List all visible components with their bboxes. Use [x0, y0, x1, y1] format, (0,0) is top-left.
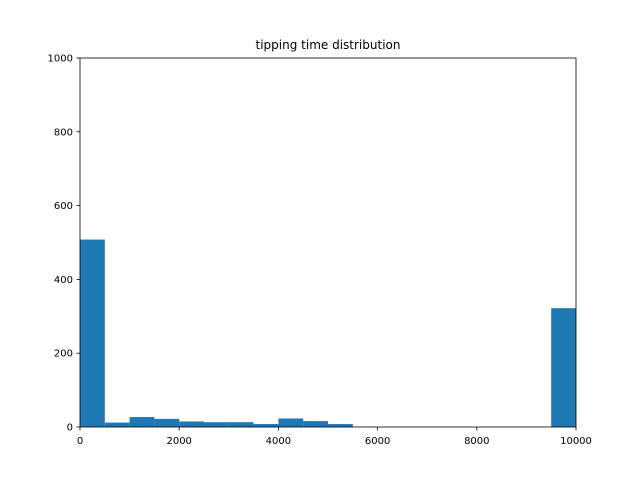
y-axis: 0 200 400 600 800 1000 — [48, 54, 80, 434]
x-tick-label-3: 6000 — [365, 436, 390, 447]
y-tick-label-4: 800 — [54, 127, 73, 138]
histogram-bar-0 — [80, 239, 105, 427]
y-tick-label-0: 0 — [67, 423, 73, 434]
histogram-bar-6 — [228, 422, 254, 427]
x-axis: 0 2000 4000 6000 8000 10000 — [77, 427, 592, 447]
y-tick-label-1: 200 — [54, 349, 73, 360]
histogram-bar-8 — [278, 418, 304, 427]
histogram-bar-2 — [129, 417, 155, 427]
x-tick-label-4: 8000 — [464, 436, 489, 447]
y-tick-label-3: 600 — [54, 201, 73, 212]
histogram-bar-5 — [204, 422, 229, 427]
histogram-bar-3 — [154, 418, 180, 427]
chart-title: tipping time distribution — [256, 38, 401, 52]
x-tick-label-2: 4000 — [266, 436, 291, 447]
plot-frame — [79, 57, 577, 428]
histogram-bar-1 — [104, 422, 130, 427]
x-tick-label-1: 2000 — [166, 436, 191, 447]
histogram-bar-9 — [303, 421, 328, 427]
x-tick-label-5: 10000 — [560, 436, 592, 447]
histogram-bar-7 — [253, 424, 279, 427]
x-tick-label-0: 0 — [77, 436, 83, 447]
bars-group — [80, 239, 576, 427]
y-tick-label-5: 1000 — [48, 54, 73, 65]
histogram-bar-10 — [328, 424, 353, 427]
y-tick-label-2: 400 — [54, 275, 73, 286]
histogram-bar-19 — [551, 308, 576, 427]
histogram-bar-4 — [179, 421, 204, 427]
